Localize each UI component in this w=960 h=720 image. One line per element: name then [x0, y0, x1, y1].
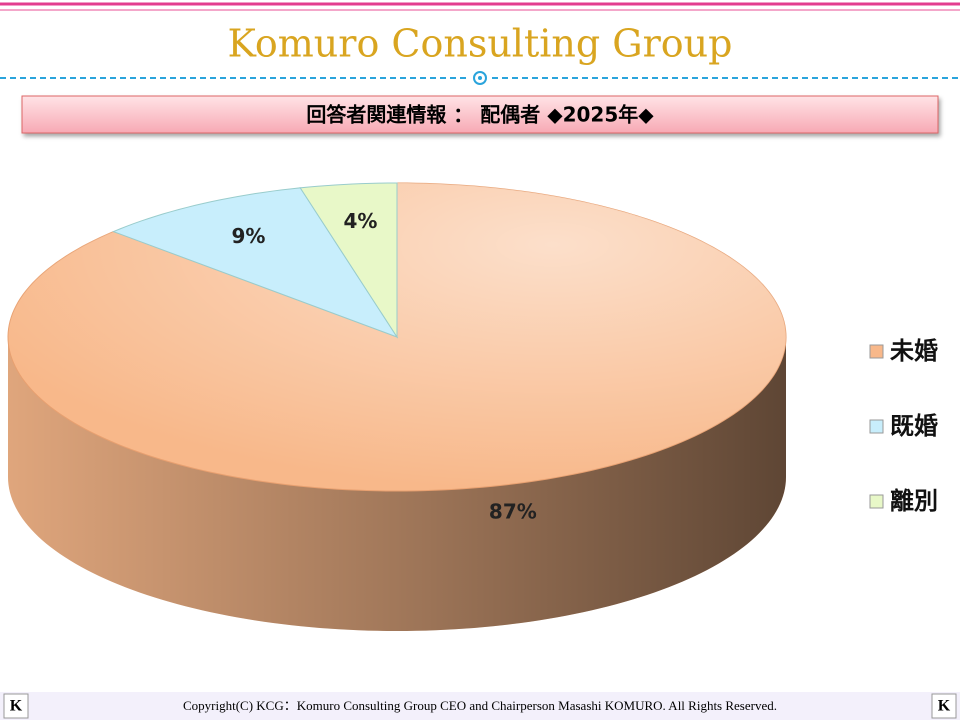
banner — [21, 95, 939, 134]
logo: K — [938, 698, 951, 715]
pie-chart: 87% 9% 4% — [7, 182, 787, 631]
title: Komuro Consulting Group — [228, 22, 733, 66]
legend-label: 離別 — [890, 487, 938, 515]
pie-slice — [112, 187, 399, 338]
divider-icon — [478, 76, 482, 80]
logo: K — [10, 698, 23, 715]
pie-side-shade — [8, 337, 786, 631]
data-label: 9% — [232, 224, 266, 248]
logo-box — [931, 693, 957, 719]
data-label: 4% — [343, 209, 377, 233]
banner-text: 回答者関連情報 ： 配偶者 ◆2025年◆ — [306, 103, 654, 127]
legend-marker — [869, 344, 884, 359]
logo-box — [3, 693, 29, 719]
legend-marker — [869, 419, 884, 434]
copyright: Copyright(C) KCG：Komuro Consulting Group… — [183, 698, 777, 713]
legend-label: 既婚 — [890, 412, 938, 440]
legend-marker — [869, 494, 884, 509]
pie-slice — [299, 182, 398, 339]
data-label: 87% — [489, 500, 537, 524]
legend-label: 未婚 — [890, 337, 938, 365]
footer-band — [0, 692, 960, 720]
